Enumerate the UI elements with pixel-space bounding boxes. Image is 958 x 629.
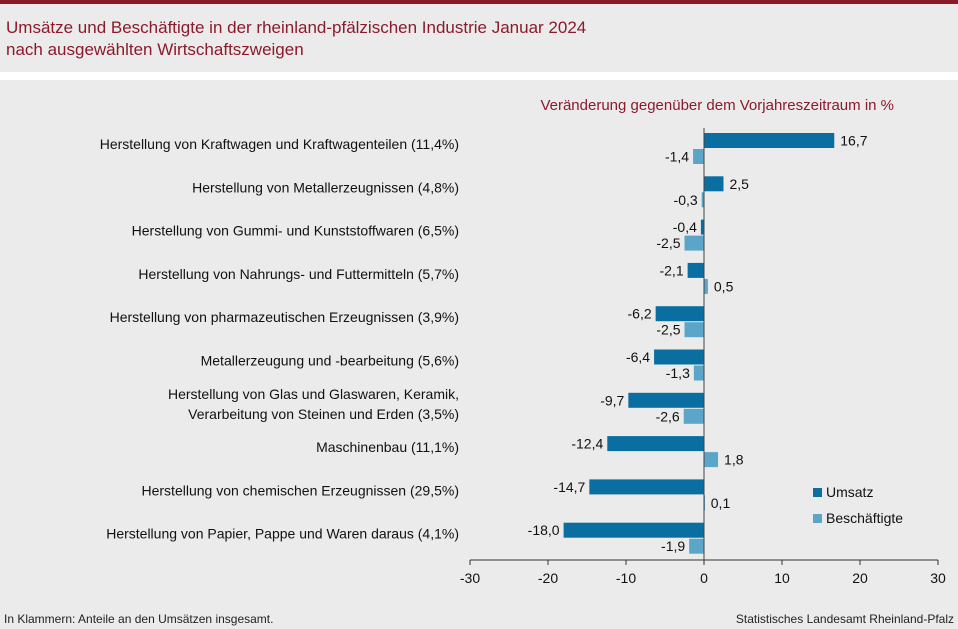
data-label-beschaeftigte: -1,3 [666,365,690,381]
bar-umsatz [655,306,704,322]
bar-umsatz [704,133,835,148]
chart-subtitle: Veränderung gegenüber dem Vorjahreszeitr… [540,97,894,114]
bar-umsatz [704,176,724,192]
legend-swatch [813,488,822,497]
bar-umsatz [700,219,704,235]
bar-umsatz [654,349,704,365]
x-tick-label: 0 [700,570,708,586]
category-label: Maschinenbau (11,1%) [316,439,459,455]
x-tick-label: -20 [538,570,558,586]
bar-beschaeftigte [689,538,704,554]
bar-umsatz [563,522,704,538]
category-label: Herstellung von Kraftwagen und Kraftwage… [100,136,459,152]
legend-label: Beschäftigte [826,510,903,526]
header-separator [0,72,958,80]
bar-umsatz [628,392,704,408]
category-label: Herstellung von Metallerzeugnissen (4,8%… [192,179,459,195]
category-label: Herstellung von Papier, Pappe und Waren … [106,526,459,542]
category-label: Herstellung von Glas und Glaswaren, Kera… [168,386,459,402]
chart-title-line-2: nach ausgewählten Wirtschaftszweigen [6,40,304,59]
category-label: Verarbeitung von Steinen und Erden (3,5%… [188,406,459,422]
legend-swatch [813,514,822,523]
data-label-umsatz: -12,4 [571,436,603,452]
source-note: Statistisches Landesamt Rheinland-Pfalz [735,612,954,626]
bar-umsatz [607,436,704,452]
data-label-beschaeftigte: -2,6 [656,408,680,424]
data-label-beschaeftigte: 1,8 [724,452,744,468]
category-label: Herstellung von Nahrungs- und Futtermitt… [138,266,459,282]
bar-beschaeftigte [693,149,704,164]
category-label: Metallerzeugung und -bearbeitung (5,6%) [201,353,459,369]
bar-beschaeftigte [684,235,704,251]
x-tick-label: -10 [616,570,636,586]
category-label: Herstellung von pharmazeutischen Erzeugn… [110,309,459,325]
category-label: Herstellung von chemischen Erzeugnissen … [142,482,460,498]
bar-beschaeftigte [683,408,704,424]
x-tick-label: -30 [460,570,480,586]
bar-beschaeftigte [701,192,704,208]
x-tick-label: 10 [774,570,790,586]
data-label-umsatz: 16,7 [840,133,867,149]
category-label: Herstellung von Gummi- und Kunststoffwar… [132,223,459,239]
data-label-beschaeftigte: 0,1 [711,495,731,511]
data-label-beschaeftigte: -0,3 [674,192,698,208]
footnote: In Klammern: Anteile an den Umsätzen ins… [4,612,274,626]
x-tick-label: 30 [930,570,946,586]
data-label-umsatz: -0,4 [673,219,697,235]
data-label-umsatz: -9,7 [600,392,624,408]
bar-beschaeftigte [693,365,704,381]
bar-beschaeftigte [704,278,708,294]
bar-umsatz [687,262,704,278]
data-label-beschaeftigte: -1,9 [661,538,685,554]
data-label-umsatz: -6,2 [628,306,652,322]
bar-beschaeftigte [704,452,719,468]
chart-title: Umsätze und Beschäftigte in der rheinlan… [6,18,587,37]
data-label-umsatz: -6,4 [626,349,650,365]
data-label-umsatz: -2,1 [659,262,683,278]
data-label-beschaeftigte: -2,5 [656,322,680,338]
chart-header: Umsätze und Beschäftigte in der rheinlan… [0,4,958,72]
chart-area [0,80,958,629]
data-label-beschaeftigte: -1,4 [665,149,689,165]
data-label-beschaeftigte: 0,5 [714,278,734,294]
top-rule [0,0,958,4]
x-tick-label: 20 [852,570,868,586]
data-label-beschaeftigte: -2,5 [656,235,680,251]
legend-label: Umsatz [826,484,873,500]
data-label-umsatz: -18,0 [528,522,560,538]
bar-beschaeftigte [684,322,704,338]
data-label-umsatz: 2,5 [730,176,750,192]
data-label-umsatz: -14,7 [553,479,585,495]
bar-umsatz [589,479,704,495]
